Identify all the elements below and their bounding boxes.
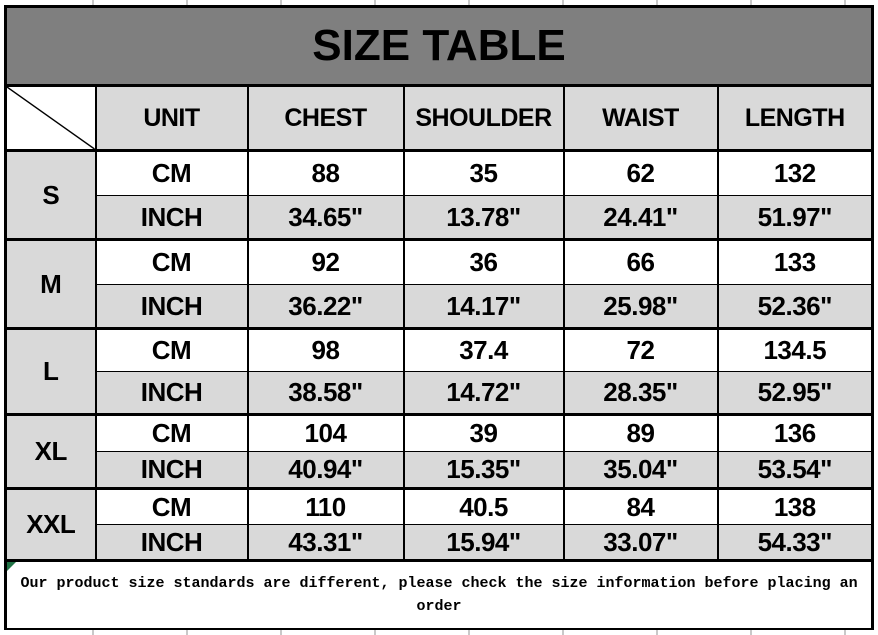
unit-cell: CM	[94, 487, 249, 525]
table-cell: 15.94"	[402, 524, 565, 562]
table-cell: 14.72"	[402, 371, 565, 416]
table-cell: 24.41"	[562, 195, 719, 241]
table-cell: 132	[716, 149, 874, 196]
column-header-shoulder: SHOULDER	[402, 84, 565, 152]
table-cell: 134.5	[716, 327, 874, 372]
diagonal-corner-cell	[4, 84, 97, 152]
table-cell: 36.22"	[246, 284, 405, 330]
unit-cell: INCH	[94, 451, 249, 490]
table-cell: 14.17"	[402, 284, 565, 330]
table-cell: 104	[246, 413, 405, 452]
size-label-xxl: XXL	[4, 487, 97, 562]
table-cell: 138	[716, 487, 874, 525]
table-cell: 43.31"	[246, 524, 405, 562]
table-cell: 36	[402, 238, 565, 285]
size-label-s: S	[4, 149, 97, 241]
unit-cell: CM	[94, 413, 249, 452]
table-cell: 88	[246, 149, 405, 196]
table-cell: 66	[562, 238, 719, 285]
table-cell: 38.58"	[246, 371, 405, 416]
table-cell: 40.94"	[246, 451, 405, 490]
table-cell: 39	[402, 413, 565, 452]
table-cell: 35	[402, 149, 565, 196]
comment-corner-marker-icon	[7, 563, 16, 571]
unit-cell: INCH	[94, 195, 249, 241]
size-label-m: M	[4, 238, 97, 330]
column-header-length: LENGTH	[716, 84, 874, 152]
table-cell: 52.36"	[716, 284, 874, 330]
column-header-unit: UNIT	[94, 84, 249, 152]
table-cell: 40.5	[402, 487, 565, 525]
spreadsheet-gridlines-bottom	[0, 630, 878, 635]
unit-cell: INCH	[94, 524, 249, 562]
column-header-waist: WAIST	[562, 84, 719, 152]
table-cell: 37.4	[402, 327, 565, 372]
table-cell: 110	[246, 487, 405, 525]
unit-cell: INCH	[94, 371, 249, 416]
unit-cell: CM	[94, 149, 249, 196]
note-cell: Our product size standards are different…	[4, 559, 874, 631]
size-label-xl: XL	[4, 413, 97, 490]
column-header-chest: CHEST	[246, 84, 405, 152]
table-cell: 33.07"	[562, 524, 719, 562]
table-cell: 15.35"	[402, 451, 565, 490]
table-cell: 34.65"	[246, 195, 405, 241]
table-cell: 28.35"	[562, 371, 719, 416]
table-cell: 136	[716, 413, 874, 452]
table-cell: 53.54"	[716, 451, 874, 490]
diagonal-line	[7, 87, 95, 149]
unit-cell: CM	[94, 238, 249, 285]
size-table-title: SIZE TABLE	[4, 5, 874, 87]
table-cell: 62	[562, 149, 719, 196]
unit-cell: CM	[94, 327, 249, 372]
table-cell: 89	[562, 413, 719, 452]
unit-cell: INCH	[94, 284, 249, 330]
spreadsheet-gridlines-top	[0, 0, 878, 5]
size-table: SIZE TABLE UNIT CHEST SHOULDER WAIST LEN…	[4, 5, 875, 631]
table-cell: 25.98"	[562, 284, 719, 330]
table-cell: 72	[562, 327, 719, 372]
table-cell: 51.97"	[716, 195, 874, 241]
table-cell: 84	[562, 487, 719, 525]
table-cell: 98	[246, 327, 405, 372]
table-cell: 92	[246, 238, 405, 285]
table-cell: 52.95"	[716, 371, 874, 416]
table-cell: 133	[716, 238, 874, 285]
table-cell: 54.33"	[716, 524, 874, 562]
note-text: Our product size standards are different…	[20, 574, 858, 615]
table-cell: 13.78"	[402, 195, 565, 241]
size-label-l: L	[4, 327, 97, 416]
table-cell: 35.04"	[562, 451, 719, 490]
